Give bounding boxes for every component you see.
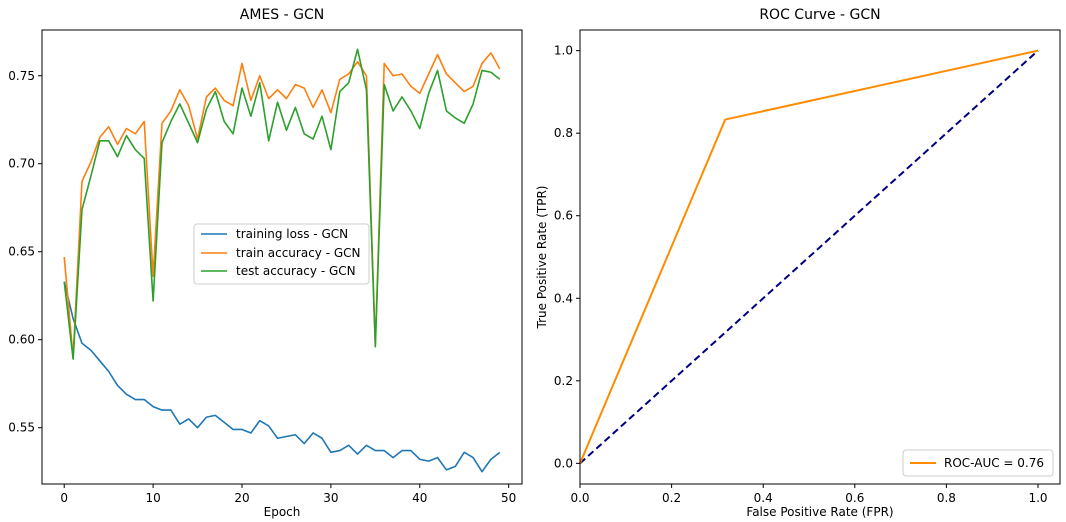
right-x-tick-label: 0.6 [845, 491, 864, 505]
left-y-tick-label: 0.70 [8, 157, 35, 171]
right-y-tick-label: 0.4 [554, 291, 573, 305]
right-chart-title: ROC Curve - GCN [759, 7, 880, 23]
left-x-axis-label: Epoch [264, 505, 301, 519]
legend-label-training-loss: training loss - GCN [236, 227, 348, 241]
right-y-axis: 0.0 0.2 0.4 0.6 0.8 1.0 [554, 44, 580, 470]
left-plot-area [63, 48, 501, 473]
left-y-tick-label: 0.55 [8, 421, 35, 435]
right-x-tick-label: 0.0 [570, 491, 589, 505]
right-x-axis: 0.0 0.2 0.4 0.6 0.8 1.0 [570, 484, 1048, 505]
left-plot-frame [41, 29, 523, 485]
left-legend: training loss - GCN train accuracy - GCN… [193, 223, 370, 285]
left-series-line-0 [63, 281, 501, 473]
left-y-tick-label: 0.65 [8, 245, 35, 259]
left-y-tick-label: 0.75 [8, 69, 35, 83]
left-x-tick-label: 10 [145, 491, 160, 505]
chance-diagonal-line [579, 49, 1039, 465]
right-x-tick-label: 0.4 [754, 491, 773, 505]
legend-label-test-accuracy: test accuracy - GCN [236, 264, 356, 278]
roc-curve-line [579, 49, 1039, 464]
left-x-tick-label: 20 [234, 491, 249, 505]
right-y-tick-label: 1.0 [554, 44, 573, 58]
right-x-tick-label: 0.2 [662, 491, 681, 505]
left-x-tick-label: 0 [60, 491, 68, 505]
right-chart: ROC Curve - GCN 0.0 0.2 0.4 0.6 0.8 1.0 0.00.… [535, 7, 1061, 519]
right-y-tick-label: 0.0 [554, 456, 573, 470]
right-x-tick-label: 1.0 [1028, 491, 1047, 505]
right-legend-box [902, 449, 1054, 477]
left-x-axis: 0 10 20 30 40 50 [60, 484, 516, 505]
right-y-tick-label: 0.6 [554, 209, 573, 223]
right-legend: ROC-AUC = 0.76 [902, 449, 1054, 477]
right-y-axis-label: True Positive Rate (TPR) [535, 186, 549, 330]
right-y-tick-label: 0.8 [554, 126, 573, 140]
right-x-axis-label: False Positive Rate (FPR) [746, 505, 893, 519]
left-x-tick-label: 40 [412, 491, 427, 505]
right-plot-frame [579, 29, 1061, 485]
right-x-tick-label: 0.8 [937, 491, 956, 505]
left-x-tick-label: 50 [501, 491, 516, 505]
legend-label-train-accuracy: train accuracy - GCN [236, 246, 361, 260]
legend-label-roc: ROC-AUC = 0.76 [944, 456, 1044, 470]
left-x-tick-label: 30 [323, 491, 338, 505]
left-series-line-1 [63, 52, 501, 359]
left-chart-title: AMES - GCN [240, 7, 324, 23]
left-chart: AMES - GCN 0 10 20 30 40 50 0.550.600.650.700… [8, 7, 523, 519]
right-y-tick-label: 0.2 [554, 374, 573, 388]
left-y-tick-label: 0.60 [8, 333, 35, 347]
left-y-axis: 0.55 0.60 0.65 0.70 0.75 [8, 69, 42, 435]
left-legend-box [193, 223, 370, 285]
right-plot-area [579, 49, 1039, 465]
left-series-line-2 [63, 48, 501, 360]
